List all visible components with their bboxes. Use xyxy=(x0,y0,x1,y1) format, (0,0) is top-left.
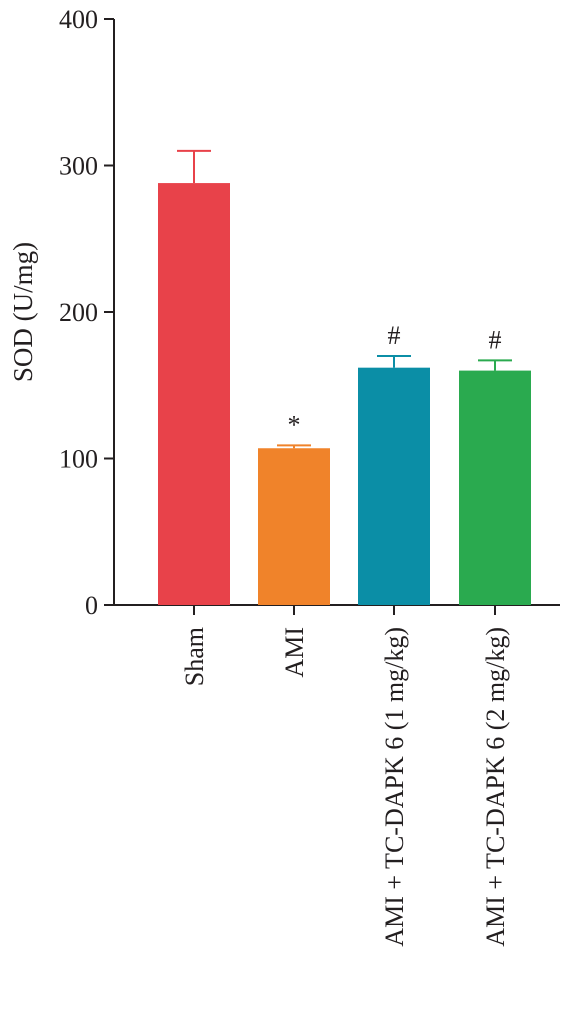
error-bars xyxy=(177,149,512,449)
bar xyxy=(459,370,531,605)
bar xyxy=(258,448,330,605)
annotations: * # # xyxy=(288,321,502,439)
category-label: AMI + TC-DAPK 6 (2 mg/kg) xyxy=(481,627,510,947)
y-ticks: 0 100 200 300 400 xyxy=(59,5,114,620)
bar xyxy=(158,183,230,605)
category-label: AMI + TC-DAPK 6 (1 mg/kg) xyxy=(380,627,409,947)
x-ticks: Sham AMI AMI + TC-DAPK 6 (1 mg/kg) AMI + TC… xyxy=(180,605,510,947)
y-tick-label: 300 xyxy=(59,152,98,181)
category-label: AMI xyxy=(280,627,309,678)
y-tick-label: 200 xyxy=(59,298,98,327)
y-tick-label: 400 xyxy=(59,5,98,34)
bar xyxy=(358,367,430,605)
category-label: Sham xyxy=(180,627,209,686)
y-tick-label: 0 xyxy=(85,591,98,620)
y-tick-label: 100 xyxy=(59,445,98,474)
significance-marker: * xyxy=(288,410,301,439)
bars xyxy=(158,183,531,605)
significance-marker: # xyxy=(489,325,502,354)
y-axis-label: SOD (U/mg) xyxy=(8,242,38,382)
significance-marker: # xyxy=(388,321,401,350)
